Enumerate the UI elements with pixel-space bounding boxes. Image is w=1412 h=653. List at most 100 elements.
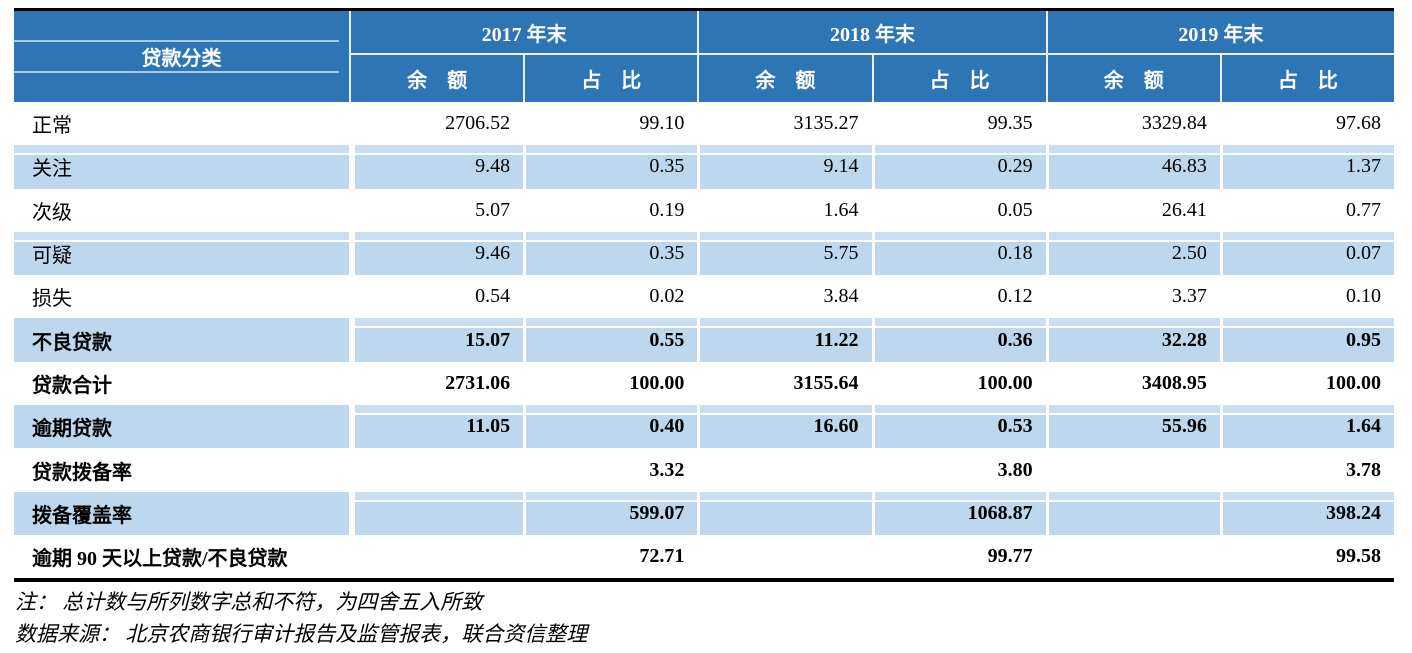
cell-value: 3.84 [697, 275, 871, 319]
row-label: 关注 [14, 145, 349, 189]
cell-value [349, 534, 523, 579]
cell-value: 1.64 [697, 188, 871, 232]
row-label: 逾期 90 天以上贷款/不良贷款 [32, 548, 288, 571]
cell-value: 2.50 [1045, 231, 1220, 276]
cell-value: 3135.27 [697, 102, 871, 146]
cell-value: 15.07 [349, 318, 524, 362]
cell-value: 46.83 [1045, 145, 1220, 189]
header-ratio-2018: 占 比 [871, 55, 1046, 102]
cell-value: 55.96 [1045, 405, 1220, 449]
row-label: 拨备覆盖率 [14, 491, 349, 535]
row-label: 逾期贷款 [14, 405, 349, 449]
cell-value: 3.32 [523, 448, 697, 492]
cell-value: 99.77 [871, 534, 1046, 579]
table-row-overdue90-to-npl: 逾期 90 天以上贷款/不良贷款 72.71 99.77 99.58 [14, 534, 1394, 579]
cell-value: 0.12 [871, 275, 1046, 319]
loan-classification-table: 贷款分类 2017 年末 2018 年末 2019 年末 余 额 占 比 余 额… [14, 8, 1394, 583]
header-year-2018: 2018 年末 [697, 11, 1046, 55]
row-label: 损失 [32, 288, 72, 311]
data-source-note: 数据来源： 北京农商银行审计报告及监管报表，联合资信整理 [15, 622, 588, 646]
cell-value: 9.46 [349, 231, 524, 276]
cell-value: 0.07 [1219, 231, 1394, 276]
cell-value: 1068.87 [871, 491, 1046, 535]
cell-value: 26.41 [1045, 188, 1220, 232]
row-label: 正常 [32, 115, 72, 138]
cell-value: 0.02 [523, 275, 697, 319]
table-header: 贷款分类 2017 年末 2018 年末 2019 年末 余 额 占 比 余 额… [14, 11, 1394, 102]
cell-value: 0.10 [1219, 275, 1394, 319]
cell-value [1045, 534, 1220, 579]
cell-value: 0.55 [523, 318, 698, 362]
cell-value: 3.78 [1219, 448, 1394, 492]
cell-value [697, 534, 871, 579]
header-ratio-2017: 占 比 [523, 55, 697, 102]
cell-value: 11.05 [349, 405, 524, 449]
cell-value: 11.22 [697, 318, 872, 362]
cell-value: 0.35 [523, 231, 698, 276]
cell-value: 99.58 [1219, 534, 1394, 579]
cell-value [1045, 448, 1220, 492]
row-label: 贷款拨备率 [32, 461, 132, 484]
cell-value: 100.00 [871, 361, 1046, 406]
cell-value [349, 448, 523, 492]
cell-value: 9.48 [349, 145, 524, 189]
cell-value: 0.95 [1219, 318, 1394, 362]
table-row-watch: 关注 9.48 0.35 9.14 0.29 46.83 1.37 [14, 145, 1394, 189]
cell-value: 9.14 [697, 145, 872, 189]
cell-value: 5.07 [349, 188, 523, 232]
cell-value: 97.68 [1219, 102, 1394, 146]
row-label: 贷款合计 [32, 374, 112, 397]
cell-value [697, 491, 872, 535]
cell-value: 100.00 [1219, 361, 1394, 406]
table-row-overdue-loans: 逾期贷款 11.05 0.40 16.60 0.53 55.96 1.64 [14, 405, 1394, 449]
header-year-2017: 2017 年末 [349, 11, 698, 55]
cell-value [1045, 491, 1220, 535]
cell-value: 599.07 [523, 491, 698, 535]
header-year-2019: 2019 年末 [1045, 11, 1394, 55]
cell-value [697, 448, 871, 492]
cell-value: 5.75 [697, 231, 872, 276]
cell-value [349, 491, 524, 535]
cell-value: 0.35 [523, 145, 698, 189]
table-row-coverage-ratio: 拨备覆盖率 599.07 1068.87 398.24 [14, 491, 1394, 535]
table-row-npl: 不良贷款 15.07 0.55 11.22 0.36 32.28 0.95 [14, 318, 1394, 362]
table-row-total-loans: 贷款合计 2731.06 100.00 3155.64 100.00 3408.… [14, 361, 1394, 406]
header-balance-2017: 余 额 [349, 55, 523, 102]
cell-value: 0.19 [523, 188, 697, 232]
cell-value: 0.36 [871, 318, 1046, 362]
cell-value: 3.37 [1045, 275, 1220, 319]
cell-value: 0.53 [871, 405, 1046, 449]
cell-value: 0.40 [523, 405, 698, 449]
cell-value: 0.05 [871, 188, 1046, 232]
table-row-substandard: 次级 5.07 0.19 1.64 0.05 26.41 0.77 [14, 188, 1394, 232]
cell-value: 0.77 [1219, 188, 1394, 232]
cell-value: 16.60 [697, 405, 872, 449]
cell-value: 2706.52 [349, 102, 523, 146]
cell-value: 398.24 [1219, 491, 1394, 535]
row-label: 不良贷款 [14, 318, 349, 362]
cell-value: 3408.95 [1045, 361, 1220, 406]
cell-value: 3329.84 [1045, 102, 1220, 146]
row-label: 次级 [32, 201, 72, 224]
cell-value: 100.00 [523, 361, 697, 406]
cell-value: 32.28 [1045, 318, 1220, 362]
cell-value: 99.35 [871, 102, 1046, 146]
row-label: 可疑 [14, 231, 349, 276]
cell-value: 3155.64 [697, 361, 871, 406]
table-row-loss: 损失 0.54 0.02 3.84 0.12 3.37 0.10 [14, 275, 1394, 319]
header-balance-2019: 余 额 [1045, 55, 1220, 102]
header-loan-category: 贷款分类 [14, 11, 349, 102]
header-balance-2018: 余 额 [697, 55, 871, 102]
cell-value: 0.18 [871, 231, 1046, 276]
cell-value: 1.64 [1219, 405, 1394, 449]
cell-value: 0.54 [349, 275, 523, 319]
header-ratio-2019: 占 比 [1219, 55, 1394, 102]
cell-value: 72.71 [523, 534, 697, 579]
footnotes: 注： 总计数与所列数字总和不符，为四舍五入所致 数据来源： 北京农商银行审计报告… [15, 586, 587, 650]
rounding-note: 注： 总计数与所列数字总和不符，为四舍五入所致 [15, 590, 483, 614]
table-row-doubtful: 可疑 9.46 0.35 5.75 0.18 2.50 0.07 [14, 231, 1394, 276]
cell-value: 0.29 [871, 145, 1046, 189]
table-row-provision-ratio: 贷款拨备率 3.32 3.80 3.78 [14, 448, 1394, 492]
cell-value: 1.37 [1219, 145, 1394, 189]
cell-value: 99.10 [523, 102, 697, 146]
